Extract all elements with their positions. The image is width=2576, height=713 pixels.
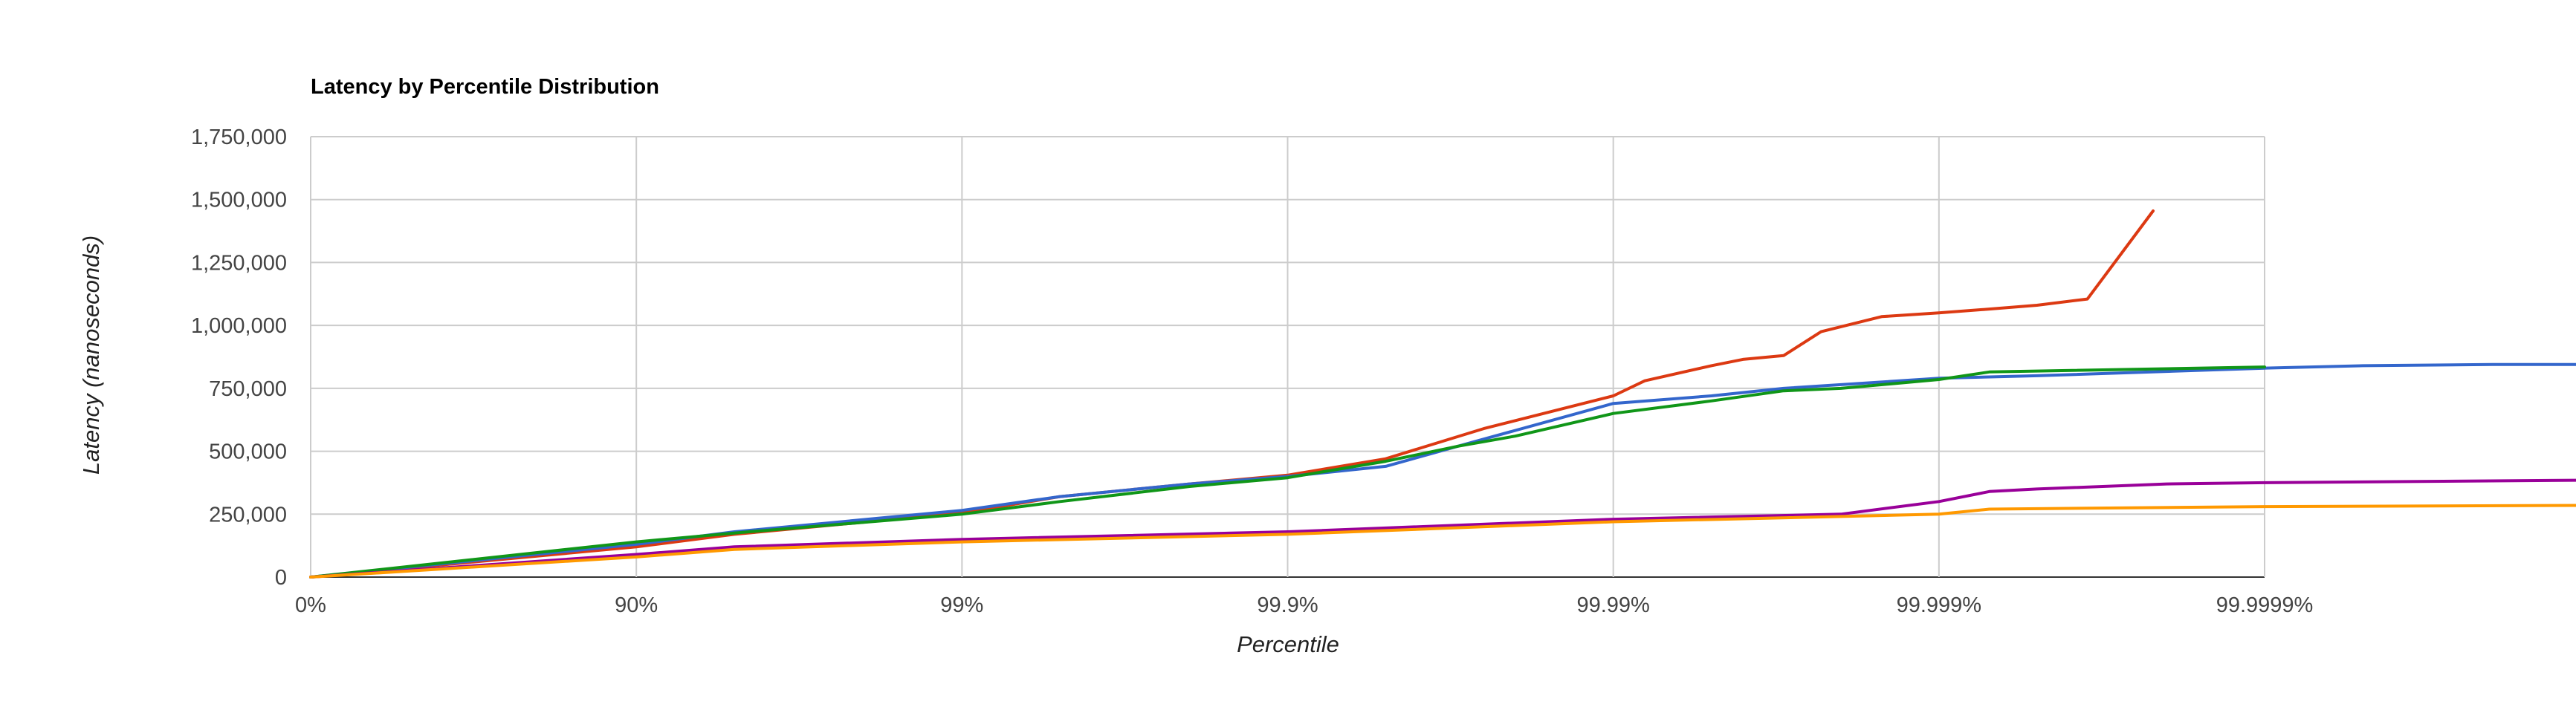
y-tick-label: 0 xyxy=(275,566,287,590)
x-tick-label: 99.9999% xyxy=(2216,593,2314,617)
y-tick-label: 750,000 xyxy=(209,377,287,401)
y-axis-ticks: 0 250,000 500,000 750,000 1,000,000 1,250,000… xyxy=(191,126,287,590)
series-line-2 xyxy=(309,362,2576,579)
x-tick-label: 99.99% xyxy=(1576,593,1649,617)
series-line-4 xyxy=(309,478,2576,579)
x-tick-label: 0% xyxy=(295,593,326,617)
x-axis-ticks: 0% 90% 99% 99.9% 99.99% 99.999% 99.9999% xyxy=(295,593,2313,617)
series-layer xyxy=(309,209,2576,579)
y-tick-label: 1,500,000 xyxy=(191,189,287,212)
gridlines xyxy=(310,136,2265,578)
x-tick-label: 90% xyxy=(615,593,658,617)
y-tick-label: 1,750,000 xyxy=(191,126,287,149)
x-tick-label: 99% xyxy=(940,593,983,617)
x-tick-label: 99.999% xyxy=(1897,593,1982,617)
y-tick-label: 1,250,000 xyxy=(191,251,287,275)
y-tick-label: 1,000,000 xyxy=(191,314,287,338)
series-line-3 xyxy=(309,365,2266,579)
x-tick-label: 99.9% xyxy=(1257,593,1318,617)
y-tick-label: 250,000 xyxy=(209,503,287,527)
series-line-1 xyxy=(309,209,2155,579)
series-line-5 xyxy=(309,504,2576,579)
chart-title: Latency by Percentile Distribution xyxy=(311,75,659,99)
x-axis-title: Percentile xyxy=(1237,631,1339,657)
y-axis-title: Latency (nanoseconds) xyxy=(78,235,104,475)
y-tick-label: 500,000 xyxy=(209,440,287,464)
